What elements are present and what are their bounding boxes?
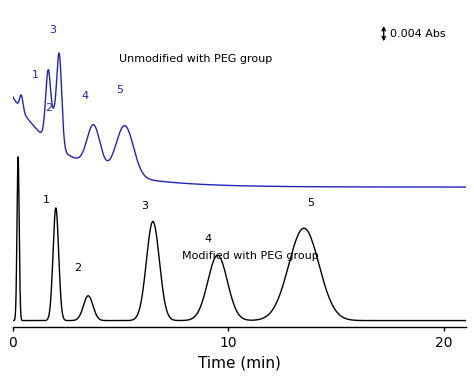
Text: 4: 4 bbox=[204, 234, 211, 244]
Text: 3: 3 bbox=[49, 25, 56, 35]
Text: 5: 5 bbox=[307, 198, 314, 208]
Text: 2: 2 bbox=[74, 263, 81, 274]
Text: 1: 1 bbox=[32, 70, 39, 80]
Text: 1: 1 bbox=[43, 195, 50, 205]
Text: 3: 3 bbox=[141, 201, 148, 211]
Text: Modified with PEG group: Modified with PEG group bbox=[182, 251, 319, 261]
Text: 5: 5 bbox=[116, 85, 123, 95]
Text: 2: 2 bbox=[45, 103, 52, 113]
X-axis label: Time (min): Time (min) bbox=[198, 356, 281, 371]
Text: Unmodified with PEG group: Unmodified with PEG group bbox=[119, 54, 273, 64]
Text: 4: 4 bbox=[82, 91, 89, 101]
Text: 0.004 Abs: 0.004 Abs bbox=[390, 29, 446, 39]
